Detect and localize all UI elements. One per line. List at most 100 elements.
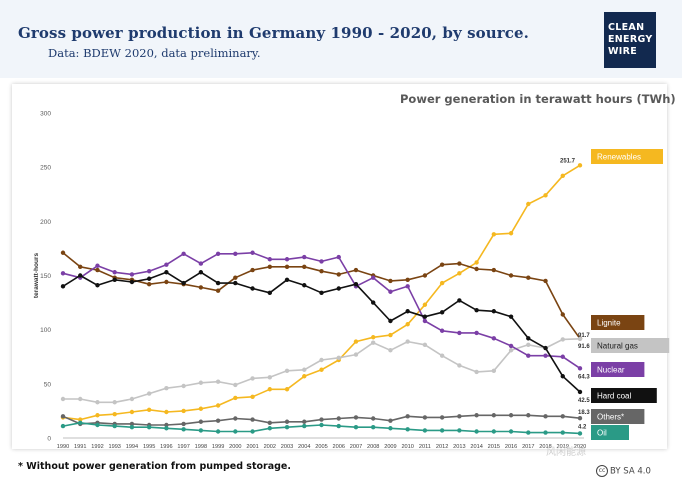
data-point-oil [508, 429, 514, 434]
data-point-nuclear [129, 272, 135, 277]
data-point-renewables [215, 403, 221, 408]
data-point-hard-coal [302, 283, 307, 288]
data-point-renewables [284, 387, 290, 392]
series-natural-gas [60, 336, 583, 405]
data-point-renewables [422, 302, 428, 307]
data-point-nuclear [146, 268, 152, 274]
data-point-natural-gas [560, 337, 565, 342]
data-point-others [474, 413, 479, 418]
data-point-hard-coal [95, 283, 100, 288]
data-point-renewables [543, 193, 548, 198]
x-tick-label: 2017 [522, 444, 534, 450]
x-tick-label: 2019 [557, 444, 569, 450]
data-point-others [405, 414, 410, 419]
data-point-hard-coal [60, 284, 66, 289]
data-point-renewables [474, 260, 479, 265]
series-line-hard-coal [62, 271, 581, 393]
license-badge: cc BY SA 4.0 [596, 465, 651, 477]
end-value-label-others: 18.3 [578, 410, 590, 416]
data-point-others [371, 416, 376, 421]
data-point-hard-coal [491, 309, 497, 314]
data-point-oil [439, 428, 445, 433]
data-point-lignite [491, 267, 497, 273]
end-value-label-renewables: 251.7 [560, 158, 576, 164]
data-point-natural-gas [474, 369, 479, 375]
data-point-hard-coal [129, 279, 135, 285]
data-point-nuclear [526, 353, 531, 358]
data-point-oil [474, 429, 479, 434]
data-point-hard-coal [284, 277, 290, 283]
data-point-renewables [405, 322, 410, 327]
data-point-hard-coal [353, 281, 359, 287]
data-point-others [577, 415, 583, 421]
series-label-nuclear: Nuclear [597, 366, 625, 375]
data-point-lignite [146, 281, 152, 287]
footnote: * Without power generation from pumped s… [18, 461, 291, 472]
end-value-label-lignite: 91.7 [578, 333, 590, 339]
data-point-oil [129, 424, 135, 430]
data-point-oil [560, 430, 565, 435]
series-label-natural-gas: Natural gas [597, 342, 638, 351]
data-point-others [164, 422, 169, 428]
y-axis-label: terawatt-hours [33, 253, 40, 299]
data-point-nuclear [474, 330, 479, 336]
y-tick-label: 150 [40, 273, 51, 280]
series-label-box-hard-coal [591, 388, 657, 403]
data-point-hard-coal [405, 309, 410, 314]
data-point-renewables [491, 232, 497, 237]
data-point-renewables [198, 406, 204, 411]
data-point-natural-gas [353, 352, 359, 357]
x-tick-label: 2012 [436, 444, 448, 450]
data-point-others [491, 413, 497, 418]
data-point-nuclear [302, 254, 307, 260]
data-point-lignite [60, 250, 66, 255]
x-tick-label: 2020 [574, 444, 586, 450]
header-band [0, 0, 682, 78]
x-tick-label: 2018 [539, 444, 551, 450]
data-point-hard-coal [336, 286, 341, 291]
series-nuclear [60, 250, 583, 371]
data-point-natural-gas [112, 400, 117, 405]
data-point-oil [181, 427, 186, 432]
data-point-hard-coal [164, 270, 169, 275]
data-point-nuclear [388, 289, 393, 294]
data-point-oil [526, 430, 531, 435]
data-point-hard-coal [112, 277, 117, 283]
data-point-nuclear [112, 270, 117, 275]
data-point-natural-gas [491, 368, 497, 374]
data-point-lignite [164, 279, 169, 285]
data-point-natural-gas [267, 375, 272, 380]
data-point-lignite [198, 285, 204, 290]
license-text: BY SA 4.0 [610, 466, 651, 477]
data-point-renewables [146, 407, 152, 413]
x-tick-label: 1997 [177, 444, 189, 450]
data-point-others [526, 413, 531, 418]
data-point-nuclear [215, 251, 221, 257]
series-label-box-natural-gas [591, 338, 670, 353]
data-point-oil [78, 420, 83, 426]
data-point-renewables [181, 408, 186, 414]
data-point-natural-gas [577, 336, 583, 341]
chart-title: Power generation in terawatt hours (TWh) [400, 92, 676, 106]
data-point-oil [388, 426, 393, 431]
data-point-lignite [250, 267, 255, 273]
data-point-natural-gas [215, 379, 221, 384]
data-point-natural-gas [302, 367, 307, 372]
x-tick-label: 2009 [384, 444, 396, 450]
data-point-oil [146, 424, 152, 430]
data-point-oil [405, 427, 410, 432]
data-point-hard-coal [439, 310, 445, 315]
data-point-lignite [526, 275, 531, 280]
x-tick-label: 2005 [315, 444, 327, 450]
x-tick-label: 2016 [505, 444, 517, 450]
data-point-nuclear [439, 328, 445, 333]
series-oil [60, 420, 583, 436]
data-point-oil [543, 430, 548, 435]
watermark: 风闲能源 [546, 447, 586, 458]
data-point-others [60, 414, 66, 419]
data-point-lignite [284, 264, 290, 270]
data-point-renewables [319, 367, 324, 372]
data-point-hard-coal [78, 273, 83, 278]
data-point-others [439, 415, 445, 420]
data-point-natural-gas [457, 363, 462, 368]
